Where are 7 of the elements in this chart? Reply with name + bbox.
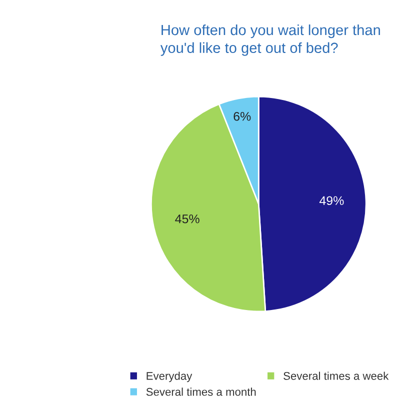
data-label: 45%	[175, 214, 200, 224]
legend-label: Several times a month	[146, 388, 256, 396]
data-label: 6%	[234, 112, 251, 121]
chart-title: How often do you wait longer than you'd like to get out of bed?	[160, 24, 380, 56]
legend-label: Everyday	[146, 372, 192, 382]
legend-label: Several times a week	[284, 372, 389, 380]
data-label: 49%	[319, 196, 344, 206]
